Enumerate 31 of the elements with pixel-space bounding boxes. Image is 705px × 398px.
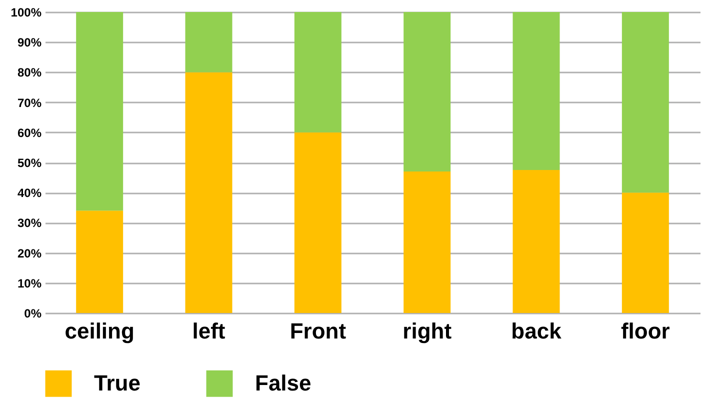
bar bbox=[512, 12, 560, 170]
bar bbox=[512, 170, 560, 313]
x-tick-label: left bbox=[192, 318, 226, 344]
bar bbox=[294, 12, 342, 132]
y-tick-label: 20% bbox=[17, 246, 42, 260]
y-tick-label: 100% bbox=[10, 6, 42, 20]
legend-label: False bbox=[255, 370, 312, 396]
y-tick-label: 60% bbox=[17, 126, 42, 140]
bar bbox=[185, 12, 232, 72]
y-tick-label: 80% bbox=[17, 66, 42, 80]
bar bbox=[622, 12, 669, 193]
y-tick-label: 90% bbox=[17, 36, 42, 50]
x-tick-label: Front bbox=[290, 318, 347, 344]
legend-label: True bbox=[94, 370, 140, 396]
y-tick-label: 10% bbox=[17, 276, 42, 290]
bar bbox=[185, 72, 232, 313]
bar bbox=[294, 132, 342, 313]
bar bbox=[404, 172, 451, 313]
bar bbox=[404, 12, 451, 172]
y-tick-label: 70% bbox=[17, 96, 42, 110]
bar bbox=[622, 192, 669, 313]
x-tick-label: ceiling bbox=[64, 318, 134, 344]
x-tick-label: right bbox=[402, 318, 452, 344]
y-tick-label: 0% bbox=[24, 306, 42, 320]
y-tick-label: 50% bbox=[17, 156, 42, 170]
y-tick-label: 30% bbox=[17, 216, 42, 230]
bar bbox=[76, 12, 124, 211]
y-tick-label: 40% bbox=[17, 186, 42, 200]
x-tick-label: back bbox=[511, 318, 562, 344]
x-tick-label: floor bbox=[620, 318, 670, 344]
bar bbox=[76, 210, 124, 313]
